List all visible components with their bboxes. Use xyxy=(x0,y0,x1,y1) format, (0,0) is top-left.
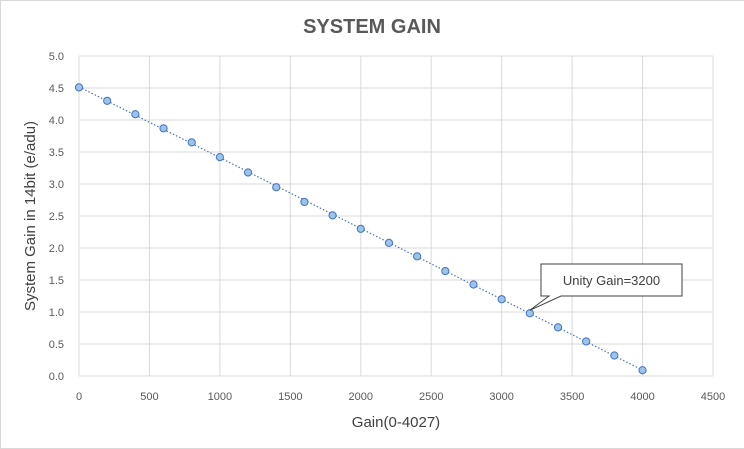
x-axis-ticks: 0 500 1000 1500 2000 2500 3000 3500 4000 4500 xyxy=(76,391,725,403)
data-point xyxy=(300,197,309,207)
data-point xyxy=(243,168,253,177)
data-point xyxy=(187,138,196,147)
data-point xyxy=(384,238,394,247)
y-tick-label: 3.0 xyxy=(49,179,64,191)
data-points xyxy=(74,83,647,375)
x-tick-label: 500 xyxy=(140,391,158,403)
x-tick-label: 2000 xyxy=(349,391,373,403)
grid xyxy=(78,55,714,377)
data-point xyxy=(413,252,422,261)
data-point xyxy=(131,110,140,119)
y-axis-ticks: 0.0 0.5 1.0 1.5 2.0 2.5 3.0 3.5 4.0 4.5 5.0 xyxy=(49,51,64,383)
y-tick-label: 3.5 xyxy=(49,147,64,159)
y-tick-label: 0.5 xyxy=(49,339,64,351)
y-tick-label: 2.5 xyxy=(49,211,64,223)
y-tick-label: 1.0 xyxy=(49,307,64,319)
y-axis-label: System Gain in 14bit (e/adu) xyxy=(22,121,39,311)
data-point xyxy=(103,96,112,105)
y-tick-label: 4.5 xyxy=(49,83,64,95)
y-tick-label: 5.0 xyxy=(49,51,64,63)
data-point xyxy=(74,83,84,92)
data-point xyxy=(582,337,591,346)
x-tick-label: 3000 xyxy=(489,391,513,403)
data-point xyxy=(215,153,224,162)
y-tick-label: 0.0 xyxy=(49,371,64,383)
x-tick-label: 1000 xyxy=(208,391,232,403)
y-tick-label: 4.0 xyxy=(49,115,64,127)
annotation-box xyxy=(529,263,683,311)
data-point xyxy=(159,124,168,133)
data-point xyxy=(638,366,647,375)
data-point xyxy=(553,323,563,332)
x-axis-label: Gain(0-4027) xyxy=(352,414,440,431)
data-point xyxy=(328,211,337,220)
x-tick-label: 2500 xyxy=(419,391,443,403)
annotation-text: Unity Gain=3200 xyxy=(563,273,660,288)
data-point xyxy=(272,183,281,192)
x-tick-label: 4500 xyxy=(701,391,725,403)
data-point xyxy=(469,280,478,289)
data-point xyxy=(525,309,534,318)
x-tick-label: 3500 xyxy=(560,391,584,403)
data-point xyxy=(497,295,506,304)
data-point xyxy=(356,224,365,233)
x-tick-label: 4000 xyxy=(630,391,654,403)
y-tick-label: 2.0 xyxy=(49,243,64,255)
x-tick-label: 0 xyxy=(76,391,82,403)
x-tick-label: 1500 xyxy=(278,391,302,403)
annotation-callout: Unity Gain=3200 xyxy=(529,263,683,311)
data-point xyxy=(610,351,619,360)
data-point xyxy=(441,266,450,276)
y-tick-label: 1.5 xyxy=(49,275,64,287)
chart-title: SYSTEM GAIN xyxy=(303,16,441,38)
